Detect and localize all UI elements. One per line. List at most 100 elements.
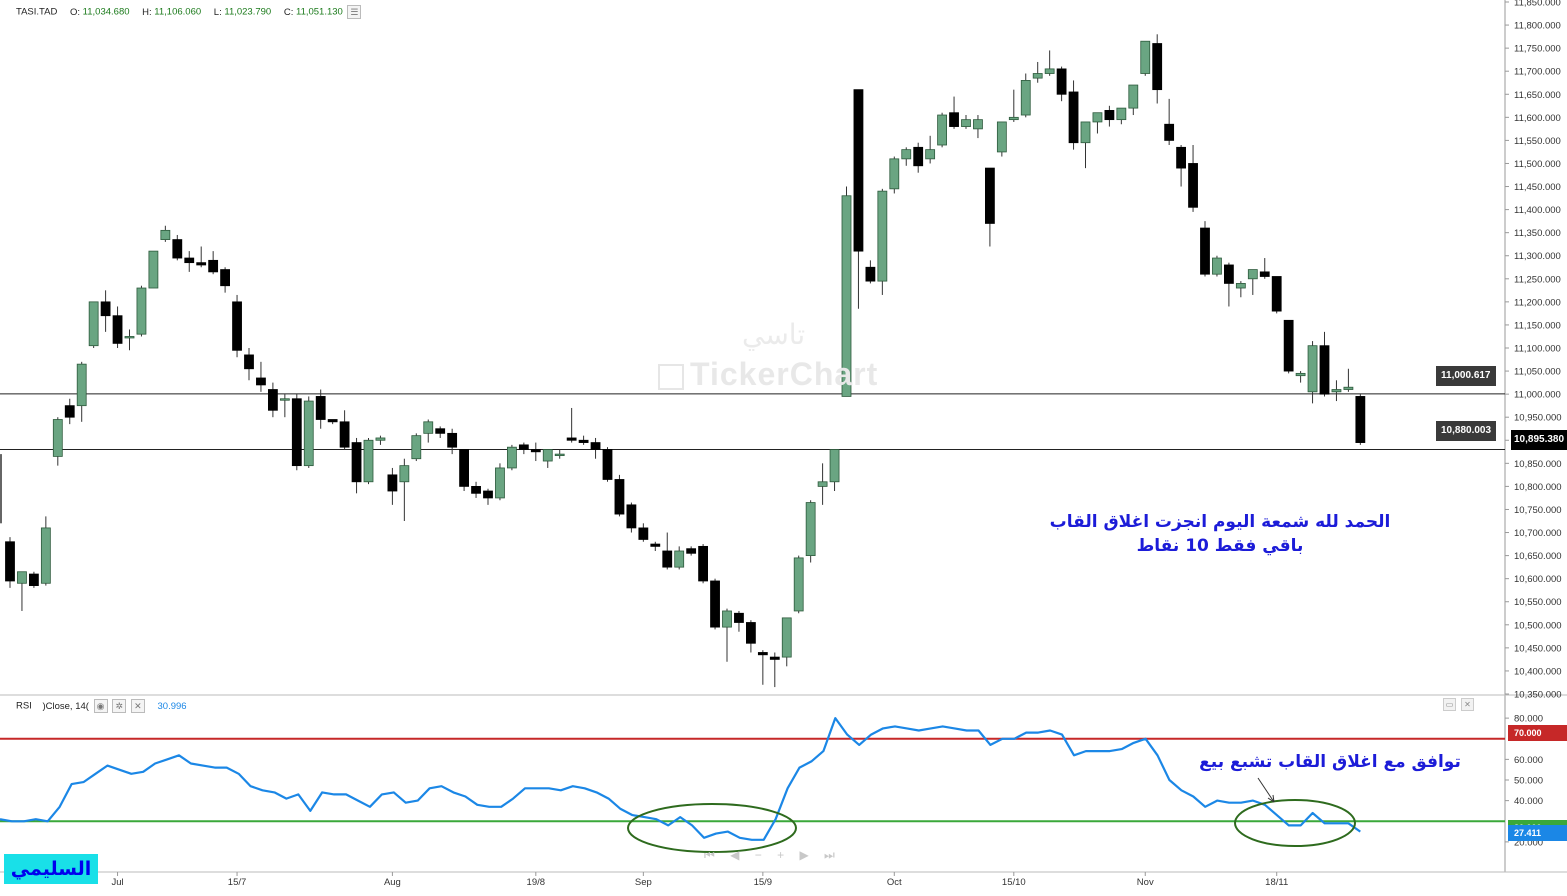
rsi-params: )Close, 14(: [42, 700, 89, 712]
candle-body-down: [1188, 163, 1198, 208]
candle-body-up: [722, 610, 732, 628]
candle-body-down: [1164, 123, 1175, 141]
rsi-tick-label: 40.000: [1514, 796, 1543, 807]
candle-body-up: [793, 557, 804, 612]
candle-body-down: [172, 239, 183, 259]
candle-body-down: [387, 474, 398, 492]
price-tick-label: 10,950.000: [1514, 413, 1562, 424]
candle-body-up: [399, 465, 410, 483]
candle-body-up: [88, 301, 99, 347]
candle-body-up: [1116, 107, 1127, 121]
candle-body-down: [1224, 264, 1234, 284]
candle-body-up: [925, 149, 936, 160]
candle-body-down: [865, 266, 876, 282]
candle-body-down: [1200, 227, 1210, 275]
main-annotation: الحمد لله شمعة اليوم انجزت اغلاق القاب ب…: [1040, 510, 1400, 558]
candle-body-down: [267, 389, 278, 411]
panel-close-icon[interactable]: ✕: [1461, 698, 1474, 711]
candle-body-down: [710, 580, 720, 628]
candle-body-down: [530, 449, 541, 453]
candle-body-down: [100, 301, 111, 317]
rsi-overbought-label: 70.000: [1508, 725, 1567, 741]
watermark-arabic: تاسي: [742, 318, 806, 351]
rsi-name: RSI: [16, 700, 32, 712]
candle-body-down: [196, 262, 207, 266]
candle-body-up: [1295, 372, 1306, 377]
price-tick-label: 11,100.000: [1514, 344, 1561, 355]
candle-body-up: [506, 446, 517, 469]
price-tick-label: 11,850.000: [1514, 0, 1561, 9]
price-tick-label: 11,650.000: [1514, 90, 1561, 101]
candle-body-down: [435, 428, 446, 434]
price-tick-label: 11,800.000: [1514, 21, 1561, 32]
price-tick-label: 11,050.000: [1514, 367, 1561, 378]
candle-body-up: [52, 419, 63, 457]
eye-icon[interactable]: ◉: [93, 699, 108, 713]
time-tick-label: 19/8: [527, 877, 546, 888]
rsi-tick-label: 50.000: [1514, 776, 1543, 787]
candle-body-up: [1020, 80, 1031, 116]
main-annotation-line1: الحمد لله شمعة اليوم انجزت اغلاق القاب: [1049, 512, 1391, 532]
price-tick-label: 10,400.000: [1514, 666, 1562, 677]
candle-body-up: [1032, 73, 1043, 79]
candle-body-down: [590, 442, 601, 450]
candle-body-up: [937, 114, 947, 146]
rsi-tick-label: 60.000: [1514, 755, 1543, 766]
candle-body-down: [5, 541, 15, 582]
candle-body-up: [1343, 386, 1354, 390]
zoom-in-icon[interactable]: +: [777, 848, 785, 862]
price-tick-label: 11,550.000: [1514, 136, 1561, 147]
author-badge: السليمي: [4, 854, 98, 884]
candle-body-down: [734, 612, 744, 623]
nav-prev-icon[interactable]: ◀: [730, 848, 740, 862]
nav-next-icon[interactable]: ▶: [799, 848, 809, 862]
symbol-menu-icon[interactable]: ☰: [347, 5, 362, 19]
candle-body-down: [949, 112, 959, 127]
zoom-out-icon[interactable]: −: [754, 848, 762, 862]
candle-body-up: [148, 250, 159, 289]
chart-frame: [0, 0, 1567, 873]
rsi-annotation: توافق مع اغلاق القاب تشبع بيع: [1199, 752, 1461, 772]
candle-body-down: [1355, 396, 1366, 443]
candle-body-down: [112, 315, 123, 344]
candle-body-up: [160, 229, 171, 240]
candle-body-down: [1259, 271, 1270, 277]
candle-body-down: [913, 146, 924, 167]
candle-body-down: [650, 543, 661, 547]
candle-body-up: [996, 121, 1007, 153]
candle-body-down: [1068, 91, 1079, 144]
nav-first-icon[interactable]: ⏮: [704, 848, 715, 862]
main-annotation-line2: باقي فقط 10 نقاط: [1136, 536, 1304, 556]
panel-minimize-icon[interactable]: ▭: [1443, 698, 1456, 711]
candle-body-down: [291, 398, 302, 467]
price-tick-label: 11,250.000: [1514, 274, 1561, 285]
candle-body-down: [339, 421, 350, 448]
candle-body-up: [124, 336, 135, 339]
price-tick-label: 11,000.000: [1514, 390, 1561, 401]
gear-icon[interactable]: ✲: [112, 699, 127, 713]
time-tick-label: Oct: [887, 877, 902, 888]
candle-body-up: [805, 502, 816, 556]
price-tick-label: 10,350.000: [1514, 690, 1562, 701]
candle-body-up: [889, 158, 900, 190]
candle-body-up: [1008, 116, 1019, 121]
candle-body-up: [1128, 84, 1139, 109]
rsi-value: 30.996: [157, 700, 187, 712]
candle-body-up: [961, 119, 971, 127]
candle-body-down: [602, 449, 613, 480]
candle-body-down: [447, 432, 458, 448]
oversold-ellipse-november: [1234, 799, 1356, 847]
open-value: 11,034.680: [82, 6, 130, 18]
candle-body-up: [1307, 345, 1318, 393]
candle-body-up: [1212, 257, 1222, 275]
close-icon[interactable]: ✕: [130, 699, 145, 713]
symbol-header: TASI.TAD O: 11,034.680 H: 11,106.060 L: …: [16, 5, 362, 19]
rsi-panel: 80.000 60.000 50.000 40.000 20.000: [0, 714, 1543, 848]
nav-last-icon[interactable]: ⏭: [824, 848, 835, 862]
candle-body-down: [471, 485, 481, 494]
rsi-tick-label: 20.000: [1514, 837, 1543, 848]
candle-body-up: [76, 363, 87, 407]
candle-body-down: [256, 377, 266, 386]
candle-body-down: [208, 259, 219, 273]
time-tick-label: 15/9: [754, 877, 773, 888]
